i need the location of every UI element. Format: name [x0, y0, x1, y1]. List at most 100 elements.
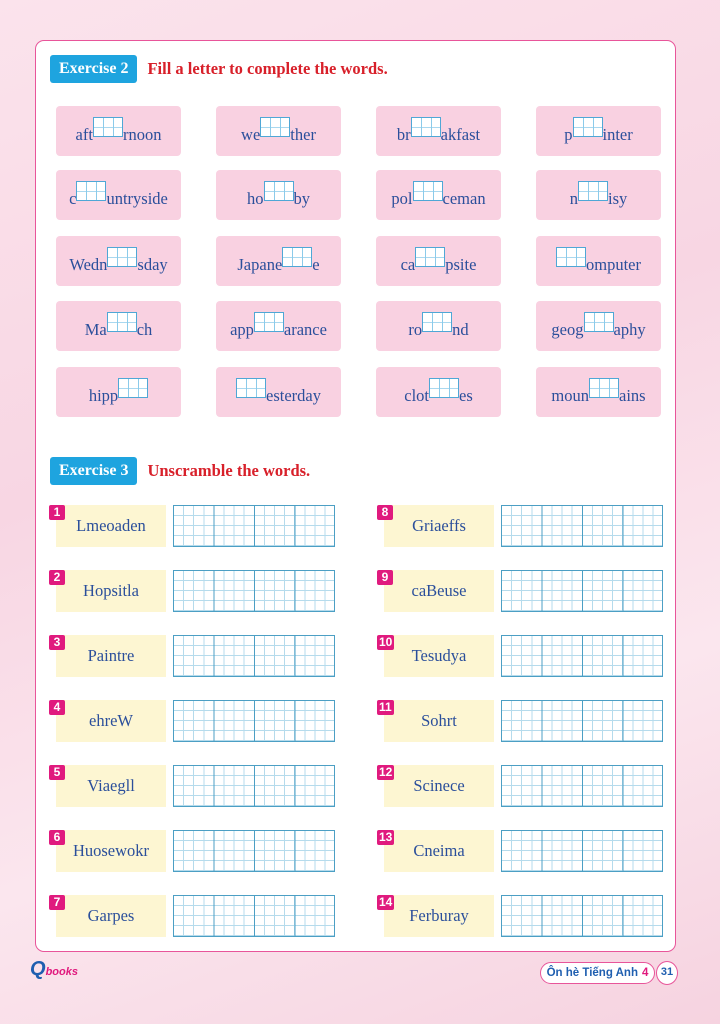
scrambled-word: Tesudya: [384, 635, 494, 677]
letter-blank-input[interactable]: [260, 117, 291, 137]
word-suffix: omputer: [586, 255, 641, 274]
scrambled-word: ehreW: [56, 700, 166, 742]
letter-blank-input[interactable]: [429, 378, 459, 398]
answer-writing-grid[interactable]: [173, 830, 335, 872]
item-number-badge: 6: [49, 830, 65, 845]
word-suffix: ceman: [442, 189, 486, 208]
word-card: esterday: [216, 367, 341, 417]
unscramble-item: Ferburay 14: [377, 895, 664, 937]
unscramble-item: Garpes 7: [49, 895, 336, 937]
word-suffix: nd: [452, 320, 469, 339]
answer-writing-grid[interactable]: [501, 570, 663, 612]
unscramble-item: caBeuse 9: [377, 570, 664, 612]
word-card: moun ains: [536, 367, 661, 417]
letter-blank-input[interactable]: [410, 117, 441, 137]
word-card: Japane e: [216, 236, 341, 286]
word-prefix: geog: [551, 320, 584, 339]
book-title: Ôn hè Tiếng Anh: [546, 967, 638, 979]
word-suffix: aphy: [613, 320, 646, 339]
word-suffix: by: [293, 189, 311, 208]
word-prefix: moun: [551, 386, 589, 405]
word-card: p inter: [536, 106, 661, 156]
letter-blank-input[interactable]: [106, 312, 137, 332]
word-suffix: ch: [136, 320, 153, 339]
word-suffix: untryside: [106, 189, 168, 208]
word-prefix: ho: [247, 189, 264, 208]
word-prefix: n: [569, 189, 578, 208]
scrambled-word: Ferburay: [384, 895, 494, 937]
letter-blank-input[interactable]: [556, 247, 586, 267]
scrambled-word: Sohrt: [384, 700, 494, 742]
answer-writing-grid[interactable]: [501, 830, 663, 872]
word-suffix: psite: [445, 255, 477, 274]
item-number-badge: 1: [49, 505, 65, 520]
letter-blank-input[interactable]: [118, 378, 149, 398]
word-card: ro nd: [376, 301, 501, 351]
word-suffix: akfast: [440, 125, 481, 144]
exercise-3-badge: Exercise 3: [50, 457, 138, 485]
word-suffix: esterday: [266, 386, 321, 405]
word-prefix: we: [241, 125, 261, 144]
word-card: geog aphy: [536, 301, 661, 351]
letter-blank-input[interactable]: [577, 181, 608, 201]
unscramble-item: Hopsitla 2: [49, 570, 336, 612]
item-number-badge: 13: [377, 830, 395, 845]
letter-blank-input[interactable]: [415, 247, 446, 267]
page-number: 31: [656, 961, 678, 985]
exercise-2-header: Exercise 2 Fill a letter to complete the…: [50, 55, 388, 83]
unscramble-item: Scinece 12: [377, 765, 664, 807]
word-card: c untryside: [56, 170, 181, 220]
word-prefix: c: [69, 189, 77, 208]
word-suffix: ther: [290, 125, 316, 144]
exercise-3-title: Unscramble the words.: [147, 461, 311, 480]
answer-writing-grid[interactable]: [501, 505, 663, 547]
answer-writing-grid[interactable]: [173, 700, 335, 742]
word-card: hipp: [56, 367, 181, 417]
scrambled-word: Griaeffs: [384, 505, 494, 547]
publisher-logo: Qbooks: [30, 958, 78, 980]
unscramble-item: Paintre 3: [49, 635, 336, 677]
letter-blank-input[interactable]: [76, 181, 107, 201]
item-number-badge: 4: [49, 700, 65, 715]
letter-blank-input[interactable]: [589, 378, 619, 398]
scrambled-word: Cneima: [384, 830, 494, 872]
letter-blank-input[interactable]: [572, 117, 603, 137]
letter-blank-input[interactable]: [282, 247, 313, 267]
worksheet-card: Exercise 2 Fill a letter to complete the…: [35, 40, 676, 952]
answer-writing-grid[interactable]: [501, 765, 663, 807]
word-prefix: Japane: [237, 255, 283, 274]
letter-blank-input[interactable]: [92, 117, 123, 137]
answer-writing-grid[interactable]: [173, 635, 335, 677]
word-prefix: Wedn: [69, 255, 108, 274]
book-title-pill: Ôn hè Tiếng Anh 4: [540, 962, 655, 984]
unscramble-item: ehreW 4: [49, 700, 336, 742]
word-suffix: ains: [619, 386, 646, 405]
grade-number: 4: [641, 967, 649, 979]
letter-blank-input[interactable]: [422, 312, 453, 332]
letter-blank-input[interactable]: [107, 247, 138, 267]
answer-writing-grid[interactable]: [501, 635, 663, 677]
unscramble-item: Griaeffs 8: [377, 505, 664, 547]
item-number-badge: 9: [377, 570, 393, 585]
word-suffix: es: [459, 386, 473, 405]
word-prefix: ro: [408, 320, 423, 339]
letter-blank-input[interactable]: [263, 181, 294, 201]
answer-writing-grid[interactable]: [173, 570, 335, 612]
item-number-badge: 5: [49, 765, 65, 780]
letter-blank-input[interactable]: [583, 312, 614, 332]
answer-writing-grid[interactable]: [501, 895, 663, 937]
word-card: clot es: [376, 367, 501, 417]
letter-blank-input[interactable]: [236, 378, 266, 398]
letter-blank-input[interactable]: [253, 312, 284, 332]
answer-writing-grid[interactable]: [501, 700, 663, 742]
word-suffix: arance: [283, 320, 327, 339]
item-number-badge: 2: [49, 570, 65, 585]
answer-writing-grid[interactable]: [173, 765, 335, 807]
word-card: Ma ch: [56, 301, 181, 351]
scrambled-word: Paintre: [56, 635, 166, 677]
word-prefix: br: [396, 125, 411, 144]
answer-writing-grid[interactable]: [173, 895, 335, 937]
answer-writing-grid[interactable]: [173, 505, 335, 547]
word-prefix: app: [230, 320, 254, 339]
letter-blank-input[interactable]: [412, 181, 443, 201]
